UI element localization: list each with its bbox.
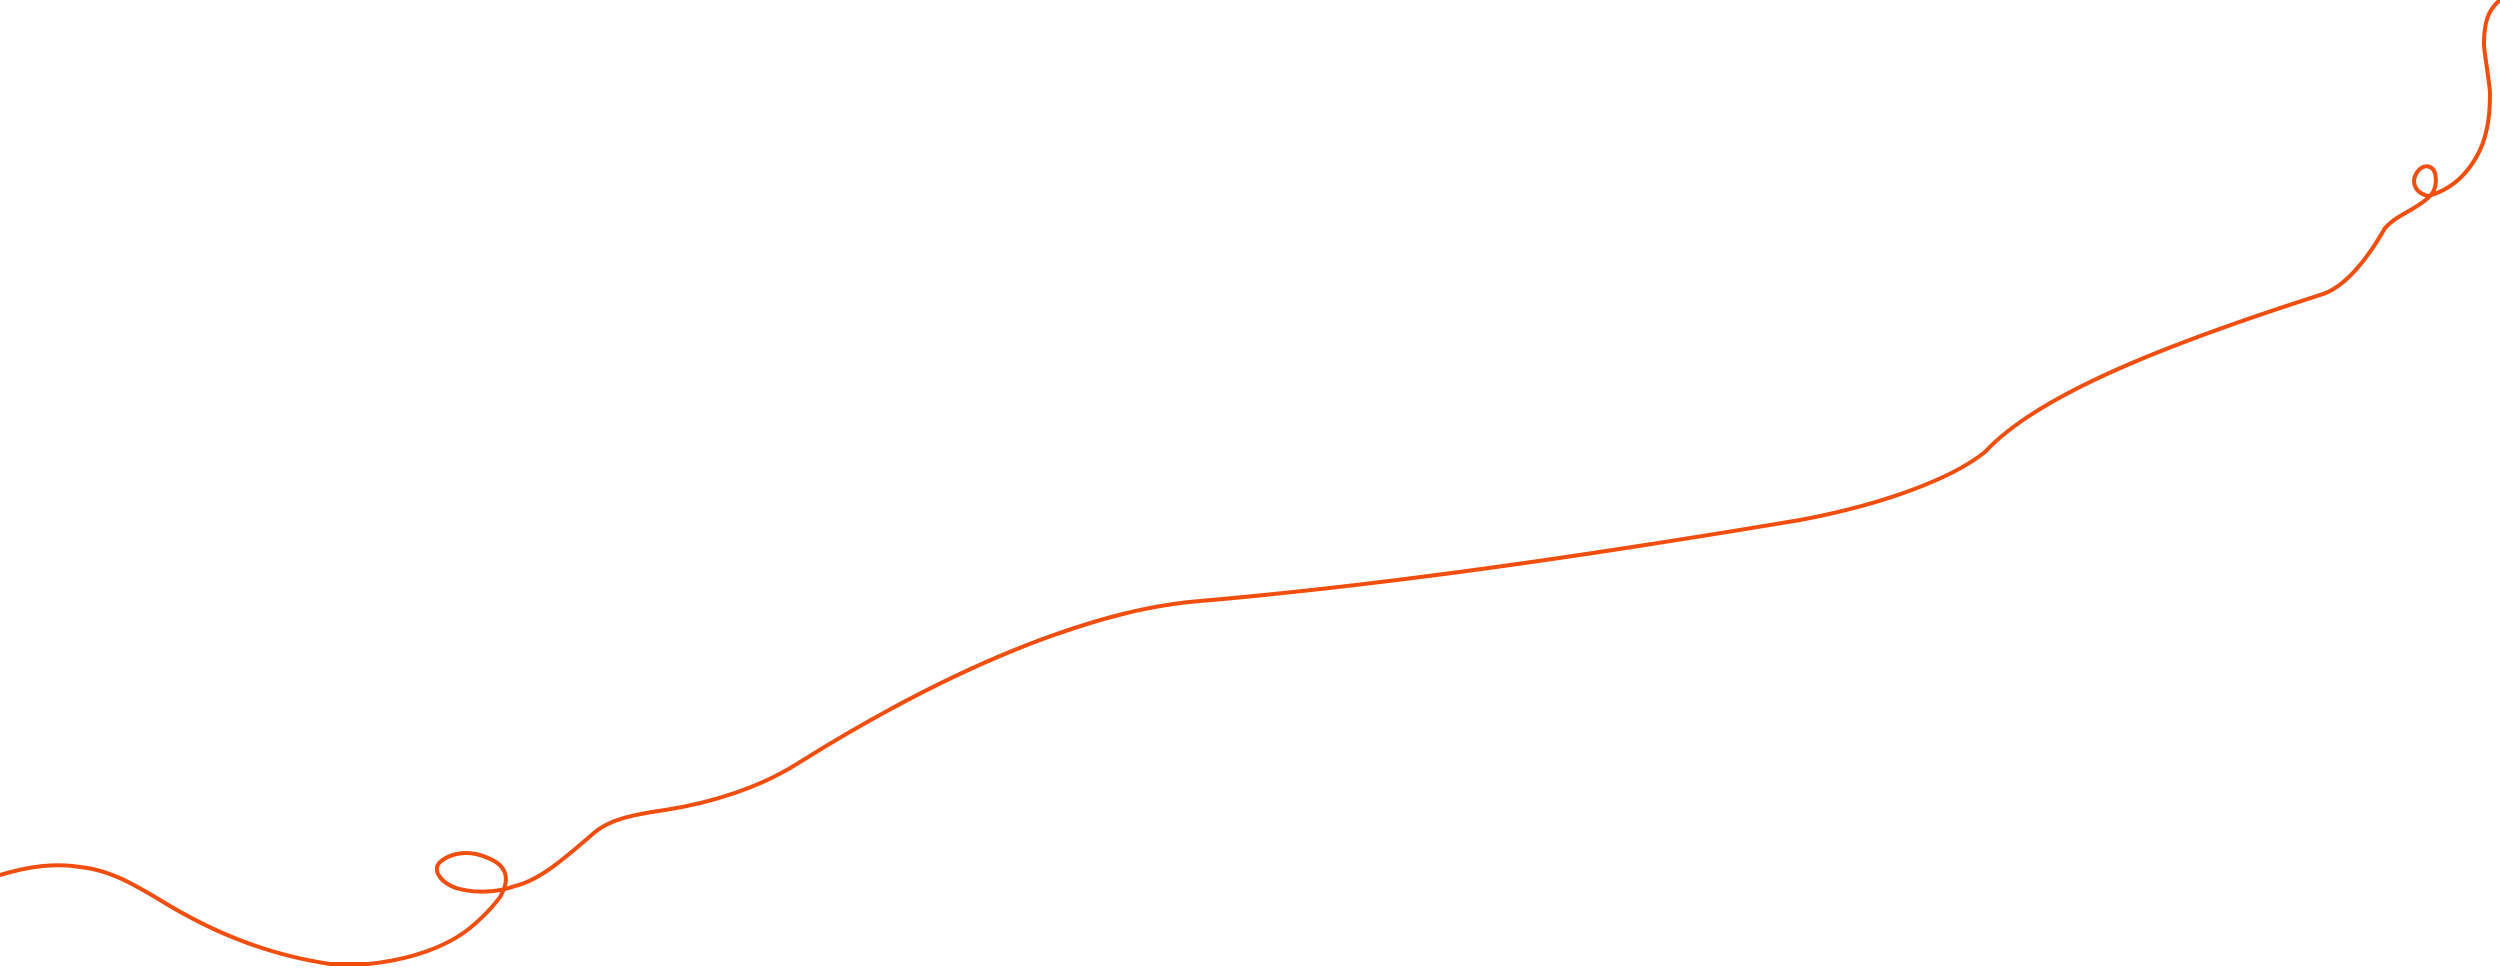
decorative-squiggle-canvas xyxy=(0,0,2500,966)
decorative-squiggle-line xyxy=(0,0,2500,966)
